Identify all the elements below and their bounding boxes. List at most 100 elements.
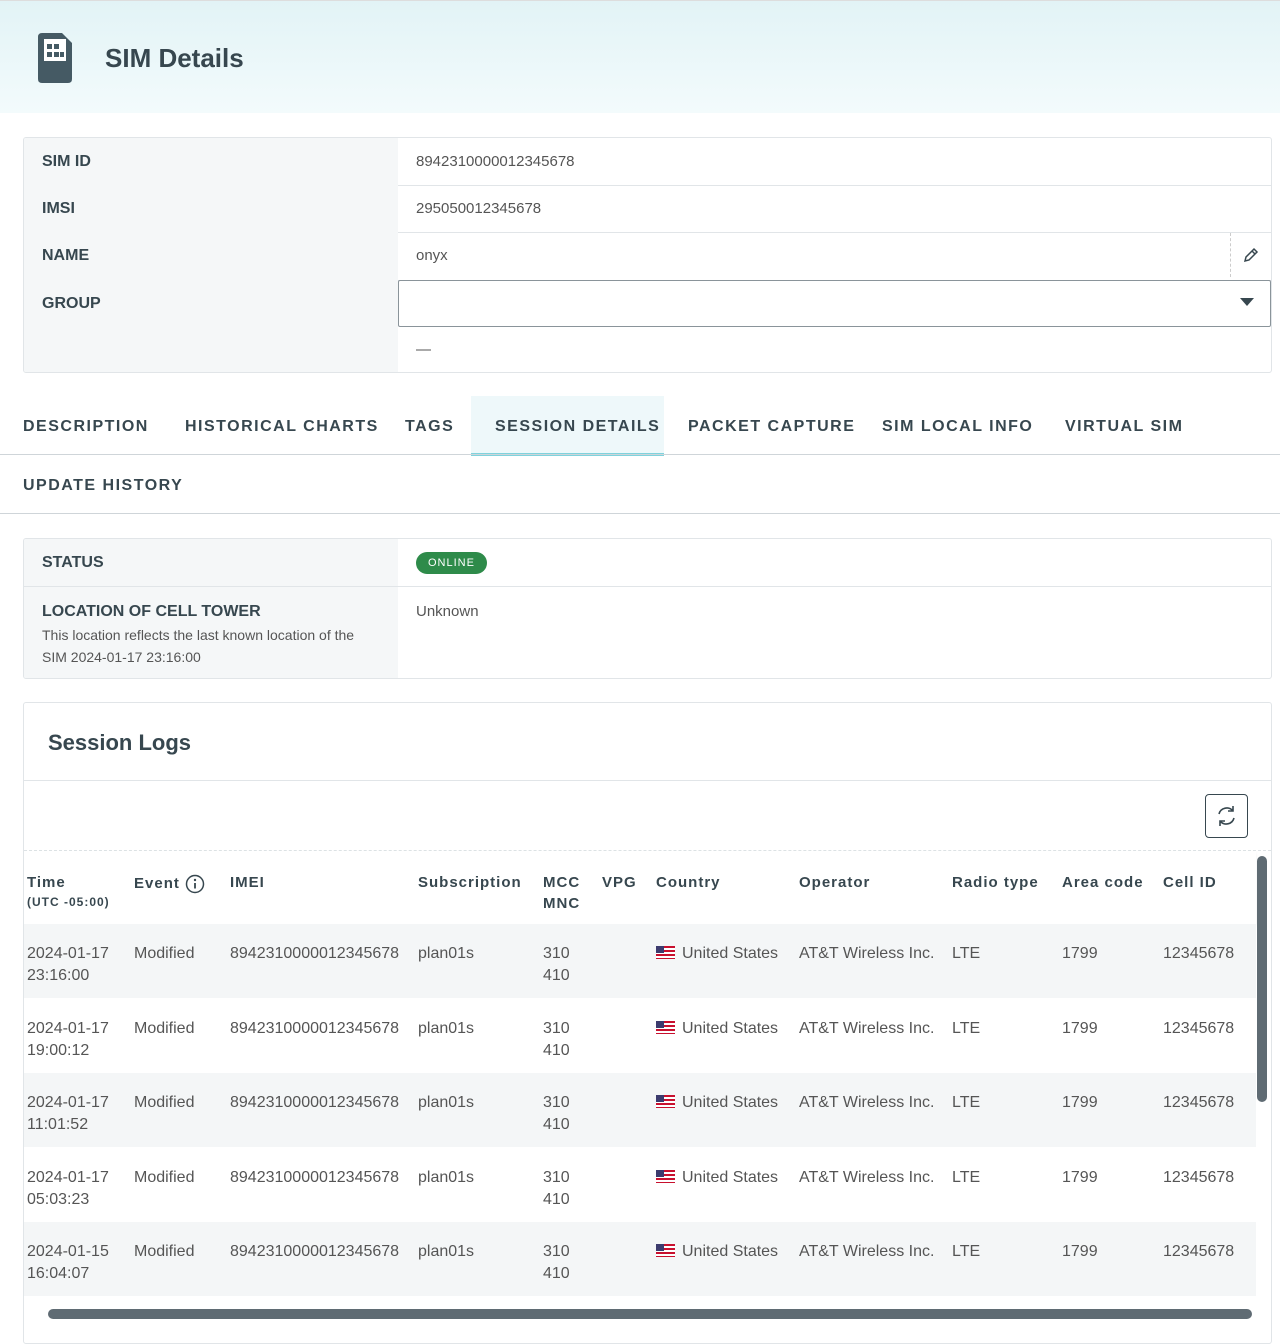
area-cell-text: 1799 (1062, 1094, 1098, 1111)
v-scrollbar[interactable] (1257, 856, 1267, 1102)
label-cell (24, 280, 398, 372)
cell-id-cell-text: 12345678 (1163, 1094, 1235, 1111)
header-label: IMEI (230, 874, 265, 891)
tab[interactable]: SESSION DETAILS (495, 418, 661, 435)
tab[interactable]: UPDATE HISTORY (23, 477, 184, 494)
area-cell: 1799 (1062, 1092, 1098, 1114)
tab[interactable]: VIRTUAL SIM (1065, 418, 1184, 435)
country-cell-text: United States (656, 1018, 778, 1040)
country-cell-text: United States (656, 1092, 778, 1114)
subscription-cell: plan01s (418, 943, 474, 965)
mcc-cell-text: 410 (543, 1041, 570, 1059)
time-cell-text: 23:16:00 (27, 967, 90, 984)
value: onyx (416, 247, 448, 264)
operator-cell-text: AT&T Wireless Inc. (799, 945, 935, 962)
cell-id-cell: 12345678 (1163, 943, 1234, 965)
subscription-cell: plan01s (418, 1092, 474, 1114)
label: GROUP (42, 295, 101, 312)
mcc-cell: 310 410 (543, 1092, 570, 1136)
imei-cell-text: 8942310000012345678 (230, 1168, 400, 1186)
time-cell: 2024-01-17 19:00:12 (27, 1018, 109, 1062)
tab[interactable]: HISTORICAL CHARTS (185, 418, 379, 435)
mcc-cell-text: 410 (543, 967, 570, 984)
imei-cell-text: 8942310000012345678 (230, 1019, 400, 1037)
country-cell-text: United States (656, 1241, 778, 1263)
label: SIM ID (42, 153, 91, 170)
subscription-cell-text: plan01s (418, 1019, 475, 1037)
mcc-cell-text: 310 (543, 1094, 570, 1111)
event-cell: Modified (134, 1167, 194, 1189)
time-cell-text: 2024-01-15 (27, 1243, 109, 1260)
radio-cell-text: LTE (952, 1243, 981, 1260)
info-icon[interactable] (185, 874, 205, 894)
value-cell (398, 232, 1271, 281)
header-label: MCC (543, 874, 581, 891)
tab[interactable]: DESCRIPTION (23, 418, 149, 435)
label-cell (24, 232, 398, 281)
time-cell-text: 2024-01-17 (27, 945, 109, 962)
tab[interactable]: PACKET CAPTURE (688, 418, 856, 435)
table-row (24, 1222, 1256, 1296)
cell-id-cell: 12345678 (1163, 1167, 1234, 1189)
operator-cell-text: AT&T Wireless Inc. (799, 1019, 935, 1037)
operator-cell: AT&T Wireless Inc. (799, 1018, 934, 1040)
area-cell: 1799 (1062, 1241, 1098, 1263)
country-cell: United States (656, 943, 778, 965)
divider (0, 454, 1280, 455)
header-label: Area code (1062, 874, 1144, 891)
time-cell-text: 11:01:52 (27, 1116, 89, 1133)
radio-cell: LTE (952, 1092, 980, 1114)
refresh-button[interactable] (1205, 794, 1248, 838)
imei-cell-text: 8942310000012345678 (230, 1243, 400, 1260)
tab[interactable]: TAGS (405, 418, 455, 435)
label: NAME (42, 247, 90, 264)
value: — (416, 341, 431, 358)
event-cell: Modified (134, 943, 194, 965)
area-cell: 1799 (1062, 1167, 1098, 1189)
imei-cell-text: 8942310000012345678 (230, 1094, 400, 1111)
imei-cell: 8942310000012345678 (230, 943, 399, 965)
event-cell: Modified (134, 1092, 194, 1114)
tab[interactable]: SIM LOCAL INFO (882, 418, 1034, 435)
time-cell: 2024-01-17 05:03:23 (27, 1167, 109, 1211)
area-cell: 1799 (1062, 1018, 1098, 1040)
operator-cell-text: AT&T Wireless Inc. (799, 1168, 935, 1186)
time-cell-text: 2024-01-17 (27, 1094, 109, 1111)
imei-cell-text: 8942310000012345678 (230, 945, 400, 962)
h-scrollbar[interactable] (48, 1309, 1252, 1319)
divider (0, 513, 1280, 514)
cell-id-cell-text: 12345678 (1163, 1243, 1235, 1260)
mcc-cell-text: 310 (543, 945, 570, 962)
session-logs-panel: Session Logs Time (UTC -05:00) Event IMEI Su… (23, 702, 1272, 1344)
radio-cell-text: LTE (952, 1168, 981, 1186)
header: SIM Details (0, 0, 1280, 113)
mcc-cell-text: 310 (543, 1019, 570, 1037)
label: IMSI (42, 200, 75, 217)
event-cell-text: Modified (134, 1094, 195, 1111)
mcc-cell: 310 410 (543, 1018, 570, 1062)
imei-cell: 8942310000012345678 (230, 1018, 399, 1040)
mcc-cell-text: 410 (543, 1190, 570, 1208)
operator-cell: AT&T Wireless Inc. (799, 943, 934, 965)
column-header: VPG (602, 874, 637, 891)
mcc-cell-text: 310 (543, 1168, 570, 1186)
time-cell-text: 05:03:23 (27, 1190, 90, 1208)
subscription-cell: plan01s (418, 1018, 474, 1040)
time-cell-text: 2024-01-17 (27, 1168, 109, 1186)
group-dropdown[interactable] (398, 280, 1271, 327)
event-cell-text: Modified (134, 1168, 195, 1186)
column-header: Operator (799, 874, 870, 891)
mcc-cell-text: 310 (543, 1243, 570, 1260)
country-cell: United States (656, 1092, 778, 1114)
radio-cell: LTE (952, 943, 980, 965)
header-sub: (UTC -05:00) (27, 895, 110, 909)
header-label: Subscription (418, 874, 522, 891)
edit-button[interactable] (1230, 233, 1271, 277)
event-cell-text: Modified (134, 1019, 195, 1037)
status-table: STATUS ONLINE LOCATION OF CELL TOWER Thi… (23, 538, 1272, 679)
value-cell (398, 185, 1271, 233)
mcc-cell-text: 410 (543, 1116, 570, 1133)
country-cell: United States (656, 1167, 778, 1189)
value-cell (398, 138, 1271, 186)
operator-cell-text: AT&T Wireless Inc. (799, 1243, 935, 1260)
